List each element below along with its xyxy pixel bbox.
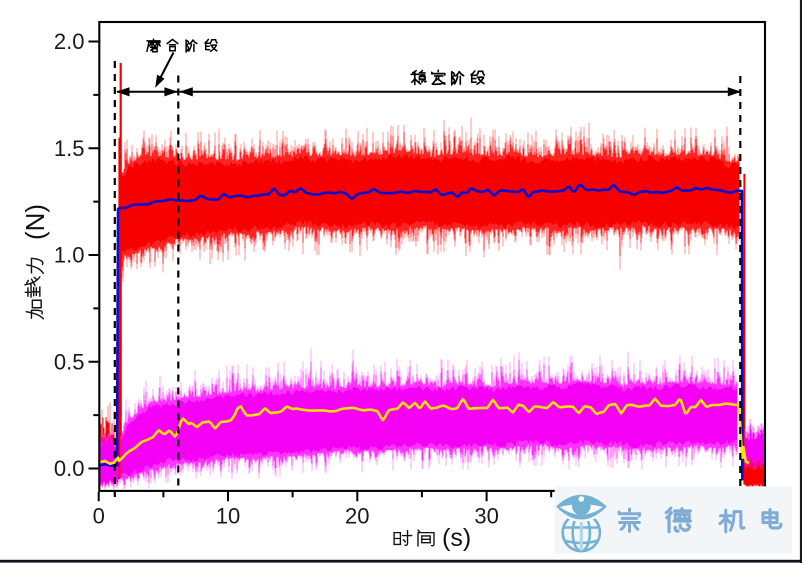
svg-text:20: 20 [345,504,369,529]
svg-text:0: 0 [93,504,105,529]
svg-text:2.0: 2.0 [54,29,85,54]
svg-text:1.5: 1.5 [54,136,85,161]
svg-text:30: 30 [474,504,498,529]
svg-text:1.0: 1.0 [54,243,85,268]
svg-text:(s): (s) [442,524,471,552]
svg-text:10: 10 [216,504,240,529]
svg-text:(N): (N) [20,204,50,240]
svg-text:0.0: 0.0 [54,456,85,481]
svg-text:0.5: 0.5 [54,349,85,374]
